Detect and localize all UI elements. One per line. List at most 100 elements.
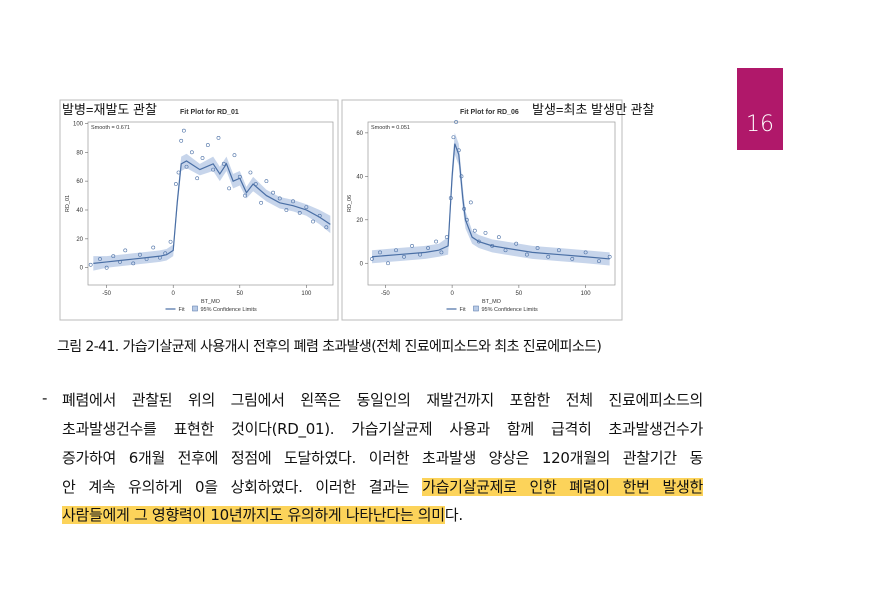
page-number-box: 16: [737, 68, 783, 150]
data-point: [454, 120, 459, 124]
data-point: [277, 196, 282, 201]
chart-title: Fit Plot for RD_01: [180, 109, 239, 116]
text-line: 폐렴에서 관찰된 위의 그림에서 왼쪽은 동일인의 재발건까지 포함한 전체 진…: [62, 391, 703, 409]
data-point: [284, 208, 289, 212]
x-tick-label: 100: [581, 291, 592, 297]
data-point: [195, 176, 200, 181]
data-point: [426, 246, 430, 250]
data-point: [483, 230, 488, 235]
data-point: [179, 138, 184, 143]
smooth-label: Smooth = 0.671: [91, 125, 130, 131]
data-point: [123, 248, 128, 253]
y-axis-label: RD_06: [347, 195, 353, 212]
smooth-label: Smooth = 0.051: [371, 125, 410, 131]
data-point: [557, 248, 561, 253]
data-point: [514, 241, 519, 246]
text-line: 사람들에게 그 영향력이 10년까지도 유의하게 나타난다는 의미다.: [62, 504, 703, 525]
data-point: [173, 182, 178, 186]
chart-title: Fit Plot for RD_06: [460, 109, 519, 116]
data-point: [104, 265, 109, 270]
data-point: [324, 225, 329, 230]
data-point: [535, 246, 540, 250]
data-point: [211, 167, 216, 172]
x-axis-label: BT_MO: [482, 299, 502, 305]
data-point: [200, 156, 205, 160]
data-point: [264, 179, 269, 184]
data-point: [297, 210, 302, 215]
data-point: [168, 239, 173, 244]
data-point: [259, 200, 263, 205]
fit-line: [93, 160, 331, 264]
page-number: 16: [746, 112, 774, 137]
text: 안 계속 유의하게 0을 상회하였다. 이러한 결과는: [62, 478, 423, 496]
data-point: [232, 153, 237, 158]
y-tick-label: 100: [73, 121, 84, 127]
data-point: [98, 257, 102, 261]
y-tick-label: 0: [80, 266, 84, 272]
data-point: [111, 254, 116, 259]
y-tick-label: 40: [76, 208, 83, 214]
text-line: 증가하여 6개월 전후에 정점에 도달하였다. 이러한 초과발생 양상은 120…: [62, 449, 703, 467]
data-point: [451, 135, 456, 140]
x-tick-label: 100: [301, 291, 312, 297]
legend-label: 95% Confidence Limits: [482, 307, 539, 313]
x-tick-label: 0: [172, 291, 176, 297]
y-tick-label: 0: [360, 261, 364, 267]
text: 다.: [444, 506, 463, 524]
x-tick-label: 50: [236, 291, 243, 297]
text-line: 안 계속 유의하게 0을 상회하였다. 이러한 결과는 가습기살균제로 인한 폐…: [62, 476, 703, 497]
data-point: [434, 239, 438, 244]
data-point: [304, 205, 309, 210]
data-point: [472, 228, 477, 233]
data-point: [394, 248, 398, 253]
y-tick-label: 40: [356, 174, 363, 180]
fit-line: [371, 143, 610, 260]
y-tick-label: 20: [76, 237, 83, 243]
data-point: [227, 186, 232, 191]
data-point: [386, 261, 390, 266]
data-point: [378, 250, 382, 255]
data-point: [291, 199, 295, 204]
confidence-band: [372, 132, 610, 266]
y-tick-label: 20: [356, 218, 363, 224]
data-point: [546, 254, 551, 259]
y-tick-label: 80: [76, 150, 83, 156]
highlight: 가습기살균제로 인한 폐렴이 한번 발생한: [422, 478, 703, 496]
data-point: [439, 250, 444, 255]
data-point: [221, 161, 226, 166]
data-point: [181, 128, 186, 133]
data-point: [311, 219, 315, 224]
legend-label: Fit: [460, 307, 467, 313]
data-point: [468, 200, 473, 205]
data-point: [138, 252, 142, 257]
data-point: [243, 193, 248, 198]
x-tick-label: 50: [516, 291, 523, 297]
legend-swatch: [473, 305, 479, 312]
legend-label: 95% Confidence Limits: [201, 307, 258, 313]
data-point: [402, 254, 406, 259]
x-tick-label: -50: [381, 291, 390, 297]
text-line: 초과발생건수를 표현한 것이다(RD_01). 가습기살균제 사용과 함께 급격…: [62, 420, 703, 438]
data-point: [570, 257, 575, 261]
x-tick-label: -50: [102, 291, 111, 297]
overlay-label: 발병=재발도 관찰: [62, 102, 157, 117]
data-point: [248, 170, 253, 175]
data-point: [189, 150, 194, 155]
confidence-band: [93, 153, 331, 271]
y-axis-label: RD_01: [65, 195, 71, 212]
legend-label: Fit: [179, 307, 186, 313]
data-point: [583, 250, 588, 255]
x-tick-label: 0: [450, 291, 454, 297]
data-point: [216, 135, 221, 140]
overlay-label: 발생=최초 발생만 관찰: [532, 102, 654, 117]
data-point: [88, 262, 93, 267]
data-point: [205, 143, 210, 147]
data-point: [496, 235, 501, 240]
data-point: [131, 261, 136, 266]
data-point: [370, 257, 374, 261]
x-axis-label: BT_MO: [201, 299, 221, 305]
legend-swatch: [192, 305, 198, 312]
highlight: 사람들에게 그 영향력이 10년까지도 유의하게 나타난다는 의미: [62, 506, 445, 524]
data-point: [151, 245, 156, 250]
